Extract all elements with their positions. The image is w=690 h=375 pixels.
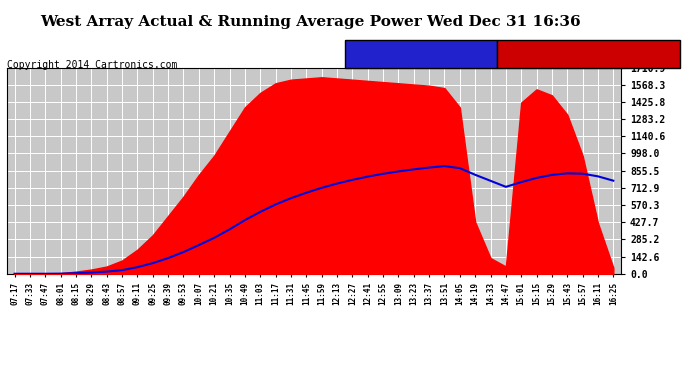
Text: West Array Actual & Running Average Power Wed Dec 31 16:36: West Array Actual & Running Average Powe… xyxy=(40,15,581,29)
Text: Copyright 2014 Cartronics.com: Copyright 2014 Cartronics.com xyxy=(7,60,177,70)
Text: Average  (DC Watts): Average (DC Watts) xyxy=(370,50,472,59)
Text: West Array  (DC Watts): West Array (DC Watts) xyxy=(529,50,647,59)
